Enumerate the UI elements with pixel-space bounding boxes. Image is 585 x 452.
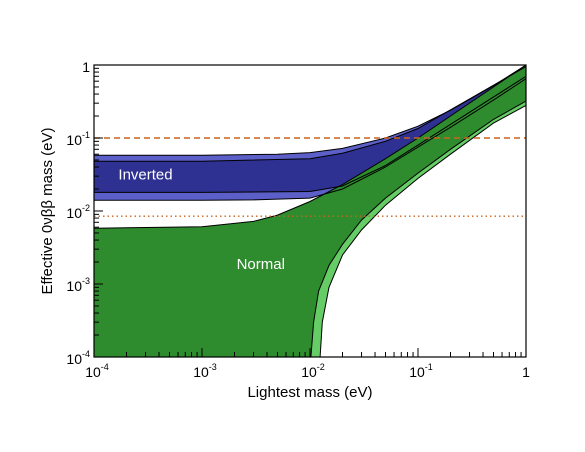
x-axis-title: Lightest mass (eV) (247, 384, 372, 401)
x-tick-label: 1 (522, 364, 530, 380)
y-tick-label: 10-1 (66, 130, 90, 148)
reference-lines (94, 137, 526, 217)
inverted-lower-edge (94, 78, 527, 201)
y-tick-label: 10-2 (66, 203, 90, 221)
band-labels: Inverted Normal (118, 167, 285, 274)
normal-upper-edge (93, 64, 527, 229)
x-tick-label: 10-1 (409, 362, 433, 380)
inverted-inner-lower-edge (94, 75, 527, 193)
normal-lower-inner-edge (310, 100, 527, 358)
y-tick-label: 1 (82, 59, 90, 75)
normal-label: Normal (237, 256, 285, 273)
x-tick-label: 10-4 (85, 362, 109, 380)
y-axis-title: Effective 0νββ mass (eV) (39, 127, 56, 294)
y-tick-label: 10-3 (66, 276, 90, 294)
normal-lower-outer-edge (319, 104, 527, 358)
bands-layer (93, 64, 527, 358)
inverted-label: Inverted (118, 167, 172, 184)
x-tick-label: 10-3 (193, 362, 217, 380)
inverted-inner-upper-edge (94, 66, 527, 162)
x-tick-label: 10-2 (301, 362, 325, 380)
